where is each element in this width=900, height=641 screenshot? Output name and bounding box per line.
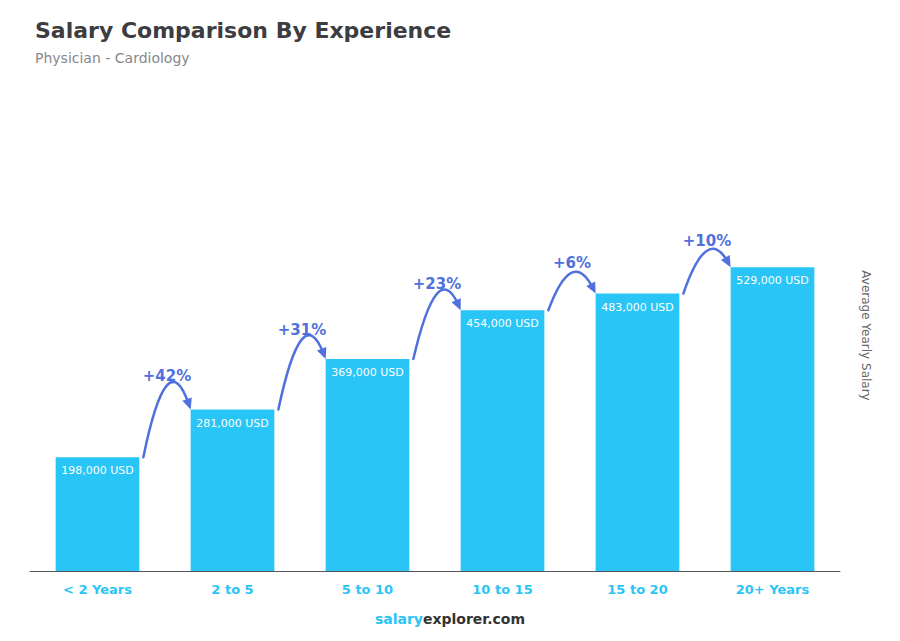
- svg-text:+6%: +6%: [553, 254, 591, 272]
- svg-text:Salary Comparison By Experienc: Salary Comparison By Experience: [35, 18, 451, 43]
- svg-text:+42%: +42%: [143, 367, 191, 385]
- svg-text:15 to 20: 15 to 20: [607, 582, 667, 597]
- svg-text:281,000 USD: 281,000 USD: [196, 417, 269, 430]
- svg-text:+31%: +31%: [278, 321, 326, 339]
- svg-text:2 to 5: 2 to 5: [211, 582, 253, 597]
- svg-text:454,000 USD: 454,000 USD: [466, 317, 539, 330]
- svg-text:5 to 10: 5 to 10: [342, 582, 393, 597]
- svg-text:483,000 USD: 483,000 USD: [601, 301, 674, 314]
- svg-text:Average Yearly Salary: Average Yearly Salary: [859, 270, 873, 400]
- svg-text:salary: salary: [375, 611, 423, 627]
- svg-text:10 to 15: 10 to 15: [472, 582, 532, 597]
- svg-text:369,000 USD: 369,000 USD: [331, 366, 404, 379]
- svg-text:< 2 Years: < 2 Years: [63, 582, 132, 597]
- svg-text:198,000 USD: 198,000 USD: [61, 464, 134, 477]
- svg-text:+23%: +23%: [413, 275, 461, 293]
- svg-text:529,000 USD: 529,000 USD: [736, 274, 809, 287]
- svg-text:+10%: +10%: [683, 232, 731, 250]
- svg-text:explorer.com: explorer.com: [423, 611, 525, 627]
- svg-text:20+ Years: 20+ Years: [736, 582, 810, 597]
- svg-text:Physician - Cardiology: Physician - Cardiology: [35, 50, 190, 66]
